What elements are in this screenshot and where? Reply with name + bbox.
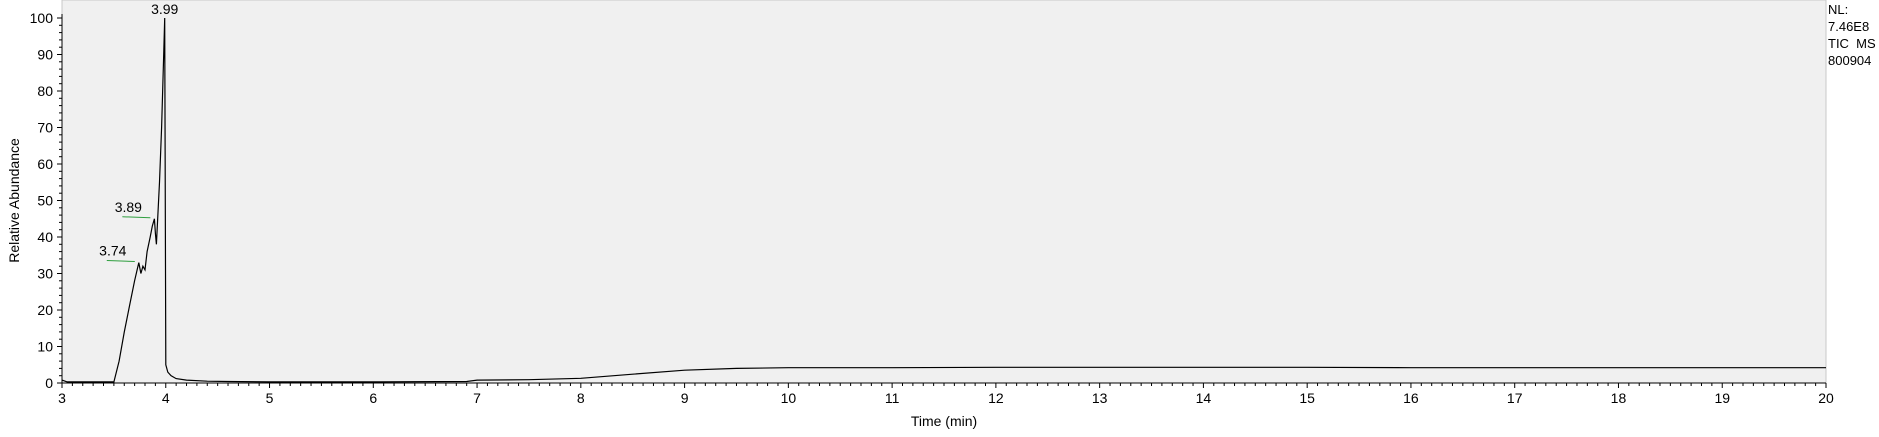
- x-tick-label: 9: [681, 390, 689, 406]
- y-tick-label: 80: [37, 83, 53, 99]
- tic-trace-line: [61, 17, 1826, 383]
- y-tick-label: 30: [37, 266, 53, 282]
- y-tick-label: 40: [37, 229, 53, 245]
- y-axis-title: Relative Abundance: [6, 138, 22, 263]
- x-tick-label: 18: [1611, 390, 1627, 406]
- trace-info-panel: NL: 7.46E8 TIC MS 800904: [1828, 1, 1876, 69]
- y-tick-label: 50: [37, 193, 53, 209]
- x-tick-label: 3: [58, 390, 66, 406]
- peak-label: 3.74: [99, 243, 126, 259]
- y-tick-label: 20: [37, 302, 53, 318]
- x-tick-label: 10: [781, 390, 797, 406]
- y-tick-label: 100: [30, 10, 54, 26]
- x-tick-label: 11: [885, 390, 900, 406]
- x-tick-label: 19: [1714, 390, 1730, 406]
- y-tick-label: 10: [37, 339, 53, 355]
- peak-marker: [106, 260, 135, 263]
- trace-label: TIC MS: [1828, 36, 1876, 51]
- x-tick-label: 13: [1092, 390, 1108, 406]
- y-tick-label: 90: [37, 47, 53, 63]
- x-tick-label: 17: [1507, 390, 1523, 406]
- x-tick-label: 15: [1299, 390, 1315, 406]
- y-tick-label: 60: [37, 156, 53, 172]
- sample-id: 800904: [1828, 53, 1872, 68]
- x-tick-label: 16: [1403, 390, 1419, 406]
- x-tick-label: 14: [1196, 390, 1212, 406]
- x-tick-label: 6: [369, 390, 377, 406]
- y-tick-label: 0: [45, 375, 53, 391]
- x-tick-label: 4: [162, 390, 170, 406]
- plot-area: [61, 0, 1827, 384]
- y-tick-label: 70: [37, 120, 53, 136]
- peak-marker: [122, 216, 151, 219]
- x-axis-title: Time (min): [911, 413, 977, 429]
- peak-label: 3.99: [151, 1, 178, 17]
- nl-value: 7.46E8: [1828, 19, 1870, 34]
- peak-annotations: 3.99 3.89 3.74: [99, 1, 179, 263]
- x-axis-ticks: 3 4 5 6 7 8 9 10 11 12 13 14 15 16 17 18 19 20: [58, 390, 1834, 406]
- peak-label: 3.89: [115, 199, 142, 215]
- x-tick-label: 7: [473, 390, 481, 406]
- x-tick-label: 5: [266, 390, 274, 406]
- x-tick-label: 20: [1818, 390, 1834, 406]
- x-tick-label: 8: [577, 390, 585, 406]
- x-tick-label: 12: [988, 390, 1004, 406]
- y-axis-ticks: 0 10 20 30 40 50 60 70 80 90 100: [30, 10, 54, 391]
- nl-label: NL:: [1828, 2, 1849, 17]
